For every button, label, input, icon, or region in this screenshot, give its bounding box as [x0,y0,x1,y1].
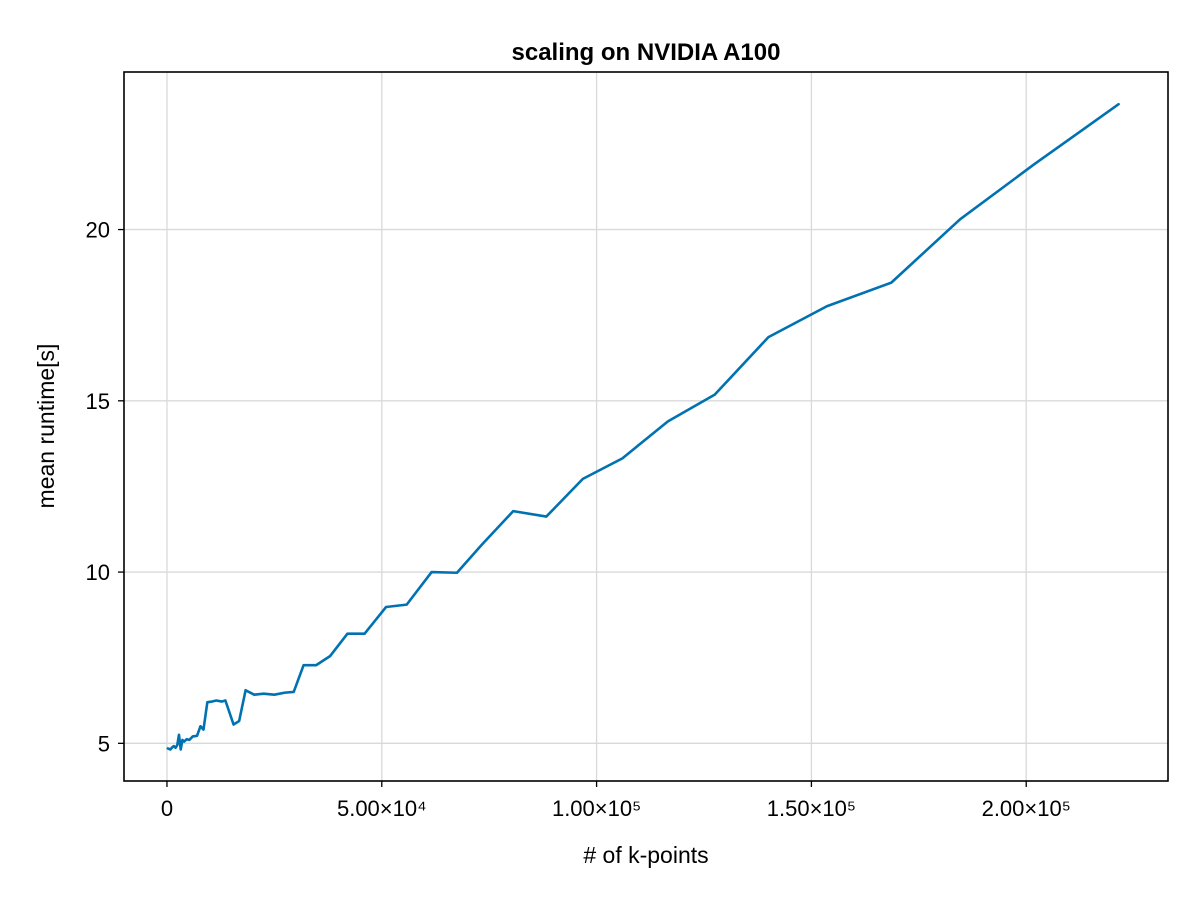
plot-frame [123,71,1169,782]
x-tick-label-2: 1.00×10⁵ [552,796,641,821]
chart-title: scaling on NVIDIA A100 [512,39,781,66]
x-tick-label-4: 2.00×10⁵ [982,796,1071,821]
y-tick-label-3: 20 [86,218,110,243]
x-tick-label-3: 1.50×10⁵ [767,796,856,821]
grid-lines [124,72,1168,781]
y-axis-label: mean runtime[s] [33,344,59,509]
series-line-0 [166,102,1120,751]
axis-ticks: 0 5.00×10⁴ 1.00×10⁵ 1.50×10⁵ 2.00×10⁵ 5 10 15 20 [86,218,1071,821]
y-tick-label-2: 15 [86,389,110,414]
y-tick-label-0: 5 [98,731,110,756]
x-axis-label: # of k-points [583,842,708,868]
x-tick-label-0: 0 [161,796,173,821]
x-tick-label-1: 5.00×10⁴ [337,796,427,821]
series-layer [166,102,1120,751]
y-tick-label-1: 10 [86,560,110,585]
